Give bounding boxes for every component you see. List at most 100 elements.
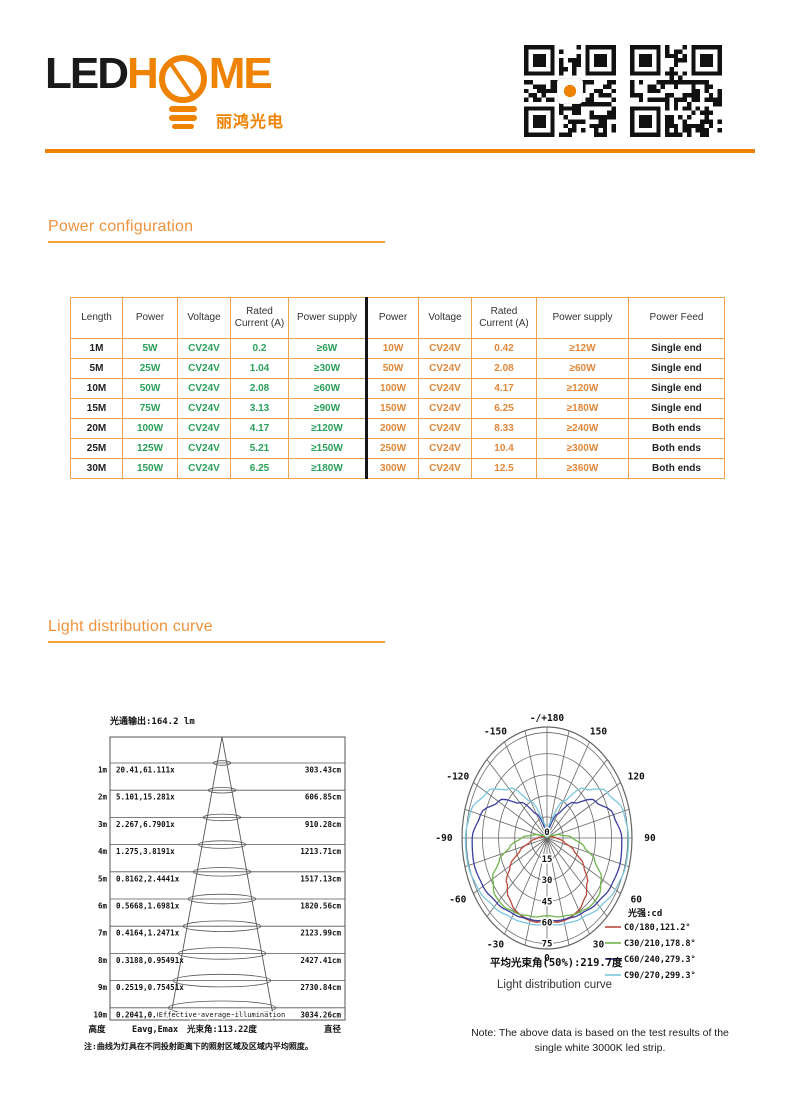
angle-label: 150	[590, 726, 607, 737]
qr-module	[580, 119, 586, 124]
angle-label: 120	[628, 772, 645, 783]
eavg-emax-value: 0.3188,0.95491x	[116, 956, 184, 965]
qr-module	[700, 110, 705, 116]
height-label: 1m	[98, 766, 108, 775]
table-cell: 5M	[70, 358, 123, 379]
qr-module	[559, 71, 564, 76]
table-cell: ≥360W	[536, 458, 629, 479]
qr-module	[567, 58, 573, 63]
footer-diameter: 直径	[324, 1024, 342, 1035]
qr-module	[669, 119, 674, 124]
eavg-emax-value: 5.101,15.281x	[116, 793, 175, 802]
qr-module	[572, 58, 577, 63]
qr-module	[598, 123, 603, 129]
polar-spoke	[464, 837, 548, 868]
table-cell: CV24V	[418, 458, 472, 479]
polar-spoke	[546, 741, 590, 839]
angle-label: -30	[487, 940, 504, 951]
beam-ellipse	[167, 1000, 277, 1016]
qr-module	[695, 106, 701, 111]
table-cell: Single end	[628, 378, 725, 399]
qr-module	[541, 93, 546, 98]
qr-module	[528, 80, 533, 85]
qr-module	[602, 101, 608, 107]
polar-spoke	[504, 741, 548, 839]
qr-module	[660, 97, 666, 102]
table-cell: 0.42	[471, 338, 537, 359]
qr-module	[585, 101, 590, 107]
table-cell: Both ends	[628, 418, 725, 439]
qr-module	[611, 110, 616, 116]
qr-module	[651, 97, 657, 102]
column-header: Rated Current (A)	[230, 297, 289, 339]
angle-label: 30	[593, 940, 605, 951]
qr-center-logo-dot	[563, 84, 577, 98]
diameter-value: 1213.71cm	[300, 847, 341, 856]
qr-module	[572, 101, 577, 107]
table-cell: 3.13	[230, 398, 289, 419]
angle-label: -/+180	[530, 713, 565, 724]
qr-module	[563, 115, 568, 120]
qr-module	[638, 93, 644, 98]
ring-label: 60	[542, 918, 553, 928]
qr-finder	[638, 115, 652, 129]
qr-module	[700, 128, 705, 133]
qr-module	[559, 66, 564, 72]
qr-module	[682, 97, 687, 102]
table-cell: ≥12W	[536, 338, 629, 359]
qr-module	[589, 93, 595, 98]
table-cell: ≥60W	[288, 378, 367, 399]
logo-me-text: ME	[208, 49, 273, 98]
height-label: 8m	[98, 956, 108, 965]
table-cell: 8.33	[471, 418, 537, 439]
table-cell: 30M	[70, 458, 123, 479]
table-cell: ≥60W	[536, 358, 629, 379]
qr-module	[607, 110, 612, 116]
diameter-value: 2427.41cm	[300, 956, 341, 965]
series-curve	[471, 798, 623, 922]
qr-module	[708, 110, 714, 116]
qr-module	[656, 80, 661, 85]
qr-module	[602, 93, 608, 98]
polar-spoke	[546, 759, 608, 839]
qr-module	[607, 93, 612, 98]
cone-inner-label: Effective average illumination	[159, 1011, 285, 1019]
qr-module	[669, 93, 674, 98]
qr-module	[598, 93, 603, 98]
qr-module	[607, 101, 612, 107]
qr-module	[602, 84, 608, 89]
qr-module	[682, 58, 687, 63]
qr-module	[567, 119, 573, 124]
qr-module	[594, 88, 599, 94]
qr-module	[598, 115, 603, 120]
qr-module	[686, 128, 692, 133]
table-cell: ≥180W	[536, 398, 629, 419]
qr-module	[589, 80, 595, 85]
polar-spoke	[546, 837, 590, 935]
qr-module	[673, 97, 679, 102]
qr-module	[651, 88, 657, 94]
power-table-container: Length Power Voltage Rated Current (A) Power…	[70, 297, 725, 479]
qr-module	[678, 49, 683, 54]
logo-led-text: LED	[45, 49, 129, 98]
page-header: LED H ME 丽鸿光电	[0, 0, 800, 160]
height-label: 3m	[98, 820, 108, 829]
diameter-value: 1820.56cm	[300, 902, 341, 911]
series-curve	[464, 787, 630, 926]
qr-module	[554, 84, 560, 89]
qr-module	[695, 88, 701, 94]
qr-finder	[594, 53, 608, 67]
table-row: 1M 5W CV24V 0.2 ≥6W 10W CV24V 0.42 ≥12W Single en…	[70, 338, 725, 359]
height-label: 4m	[98, 847, 108, 856]
qr-module	[691, 84, 696, 89]
qr-module	[669, 115, 674, 120]
table-cell: 200W	[365, 418, 419, 439]
qr-module	[559, 101, 564, 107]
heading-underline: Power configuration	[48, 218, 385, 243]
eavg-emax-value: 1.275,3.8191x	[116, 847, 175, 856]
diameter-value: 910.28cm	[305, 820, 342, 829]
qr-module	[669, 75, 674, 81]
qr-module	[665, 123, 670, 129]
qr-module	[559, 49, 564, 54]
footer-beam-angle: 光束角:113.22度	[186, 1024, 257, 1035]
